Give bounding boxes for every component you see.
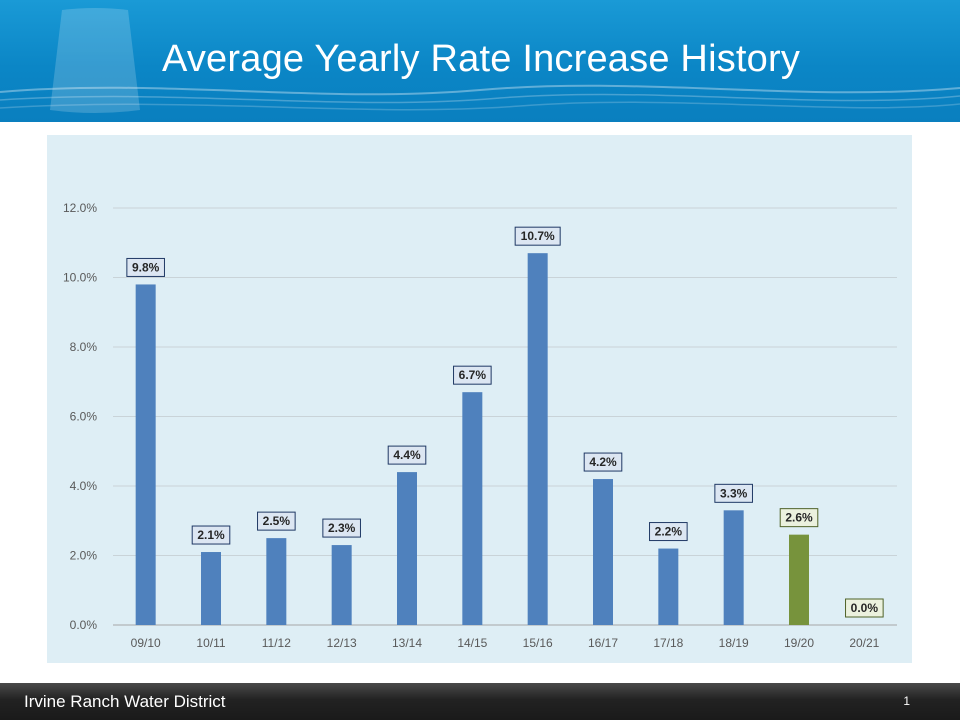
y-tick-label: 12.0% bbox=[63, 201, 97, 215]
bar bbox=[201, 552, 221, 625]
bar bbox=[135, 284, 156, 625]
data-label: 4.4% bbox=[393, 448, 421, 462]
y-tick-label: 0.0% bbox=[70, 618, 98, 632]
y-tick-label: 6.0% bbox=[70, 410, 98, 424]
data-label-box bbox=[191, 525, 231, 545]
x-tick-label: 13/14 bbox=[392, 636, 422, 650]
y-tick-label: 4.0% bbox=[70, 479, 98, 493]
data-label-box bbox=[322, 518, 361, 538]
data-label: 2.3% bbox=[328, 521, 356, 535]
chart-area: 0.0% 2.0% 4.0% 6.0% 8.0% 10.0% 12.0% 9.8% 09/10 2… bbox=[47, 135, 912, 663]
bar bbox=[723, 510, 744, 625]
bar bbox=[266, 538, 287, 625]
data-label-box bbox=[257, 511, 296, 531]
data-label-box bbox=[779, 508, 819, 528]
data-label: 9.8% bbox=[132, 260, 160, 274]
data-label-box bbox=[649, 522, 688, 542]
x-tick-label: 20/21 bbox=[849, 636, 879, 650]
data-label: 0.0% bbox=[851, 601, 879, 615]
data-label: 10.7% bbox=[521, 229, 555, 243]
data-label-box bbox=[845, 598, 884, 618]
x-tick-label: 12/13 bbox=[327, 636, 357, 650]
header-wave-decoration bbox=[0, 8, 960, 113]
organization-name: Irvine Ranch Water District bbox=[24, 692, 226, 711]
data-label: 4.2% bbox=[589, 455, 617, 469]
bar bbox=[789, 534, 809, 625]
x-tick-label: 11/12 bbox=[262, 636, 291, 650]
data-label-box bbox=[387, 445, 427, 465]
data-label: 3.3% bbox=[720, 486, 748, 500]
bar bbox=[593, 479, 613, 625]
y-tick-label: 10.0% bbox=[63, 271, 97, 285]
data-label: 2.2% bbox=[655, 525, 683, 539]
slide-footer: Irvine Ranch Water District 1 bbox=[0, 683, 960, 720]
bar bbox=[658, 548, 679, 625]
page-number: 1 bbox=[903, 694, 910, 708]
x-tick-label: 18/19 bbox=[719, 636, 749, 650]
data-label: 2.1% bbox=[197, 528, 225, 542]
data-label-box bbox=[453, 365, 492, 385]
y-tick-label: 8.0% bbox=[70, 340, 98, 354]
data-label-box bbox=[514, 226, 561, 246]
x-tick-label: 09/10 bbox=[131, 636, 161, 650]
data-label-box bbox=[583, 452, 623, 472]
data-label: 2.5% bbox=[263, 514, 291, 528]
bar bbox=[462, 392, 483, 625]
slide-header: Average Yearly Rate Increase History bbox=[0, 0, 960, 122]
x-tick-label: 16/17 bbox=[588, 636, 618, 650]
x-tick-label: 10/11 bbox=[196, 636, 225, 650]
data-label: 2.6% bbox=[785, 511, 813, 525]
data-label-box bbox=[714, 483, 753, 503]
bar-chart: 0.0% 2.0% 4.0% 6.0% 8.0% 10.0% 12.0% 9.8% 09/10 2… bbox=[63, 201, 897, 650]
bar bbox=[397, 472, 417, 625]
data-label: 6.7% bbox=[459, 368, 487, 382]
x-tick-label: 14/15 bbox=[457, 636, 487, 650]
bar bbox=[331, 545, 352, 625]
x-tick-label: 15/16 bbox=[523, 636, 553, 650]
slide-title: Average Yearly Rate Increase History bbox=[162, 38, 801, 80]
bar bbox=[527, 253, 548, 626]
x-tick-label: 17/18 bbox=[653, 636, 683, 650]
data-label-box bbox=[126, 257, 165, 277]
x-tick-label: 19/20 bbox=[784, 636, 814, 650]
y-tick-label: 2.0% bbox=[70, 549, 98, 563]
